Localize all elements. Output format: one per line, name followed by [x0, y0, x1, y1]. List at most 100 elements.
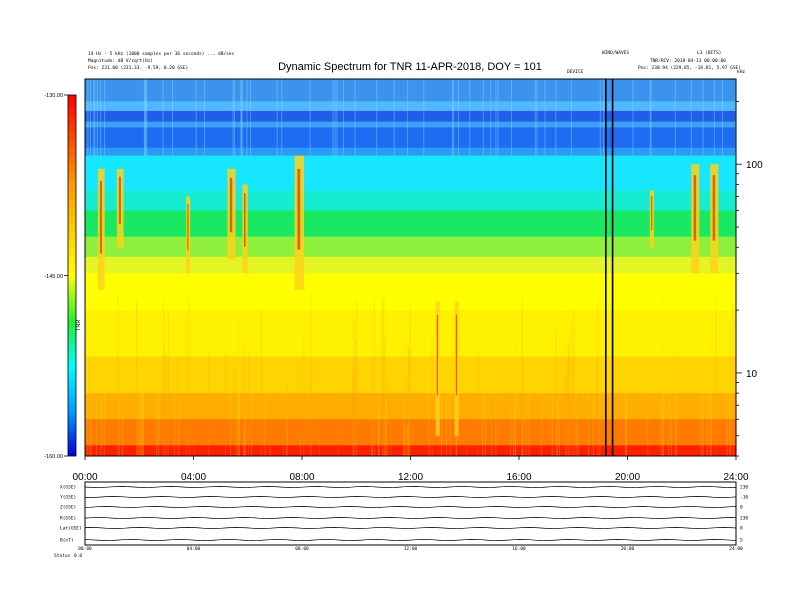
spectrum-streak [336, 79, 338, 156]
spectrum-streak [491, 415, 493, 456]
spectrum-streak [163, 346, 165, 456]
spectrum-streak [260, 310, 262, 456]
spectrum-streak [551, 323, 553, 456]
spectrum-streak [702, 79, 704, 156]
spectrum-streak [145, 79, 147, 156]
spectrum-streak [726, 346, 728, 456]
spectrum-streak [372, 414, 373, 456]
spectrum-streak [309, 79, 311, 156]
spectrum-streak [564, 374, 566, 456]
spectrum-streak [706, 364, 708, 456]
spectrum-streak [482, 79, 484, 156]
chart-title: Dynamic Spectrum for TNR 11-APR-2018, DO… [278, 61, 542, 73]
spectrum-streak [332, 79, 334, 156]
spectrum-streak [95, 309, 97, 456]
spectrum-streak [556, 328, 558, 456]
spectrum-streak [334, 79, 336, 156]
spectrum-streak [250, 79, 252, 156]
spectrum-streak [599, 316, 601, 456]
spectrum-streak [625, 394, 627, 456]
spectrum-streak [522, 371, 524, 456]
spectrum-streak [354, 79, 356, 156]
spectrum-streak [142, 367, 144, 456]
ephemeris-row-label: B(nT) [60, 538, 74, 544]
spectrum-streak [234, 369, 236, 456]
spectrum-streak [497, 79, 499, 156]
spectrum-streak [570, 79, 572, 156]
spectrum-streak [625, 392, 627, 456]
spectrum-streak [89, 358, 91, 456]
spectrum-streak [100, 364, 102, 456]
ephemeris-x-tick-label: 00:00 [78, 546, 92, 552]
header-right-line3: Pos: 230.94 (229.85, -18.81, 5.97 GSE) [638, 65, 741, 71]
spectrum-streak [162, 79, 164, 156]
colorbar-tick-label: -160.00 [44, 454, 63, 460]
x-tick-label: 00:00 [72, 472, 97, 483]
ephemeris-row-value: 230 [740, 516, 748, 522]
status-label: Status [54, 553, 71, 559]
colorbar-label: TNR [76, 320, 82, 331]
spectrum-streak [376, 79, 378, 156]
spectrum-streak [225, 353, 226, 456]
ephemeris-panel: X(GSE) 230 Y(GSE) -10 Z(GSE) 0 R(GSE) 230 Lat(GS… [60, 485, 748, 553]
spectrum-streak [282, 434, 284, 456]
ephemeris-x-tick-label: 20:00 [621, 546, 635, 552]
spectrum-streak [446, 321, 448, 456]
radio-burst-core [187, 204, 189, 251]
x-tick-label: 08:00 [289, 472, 314, 483]
status-value: 0.0 [74, 553, 82, 559]
spectrum-streak [544, 79, 546, 156]
spectrum-streak [136, 297, 138, 456]
spectrum-streak [690, 79, 692, 156]
spectrum-streak [490, 79, 492, 156]
radio-burst-core [297, 169, 301, 250]
spectrum-streak [407, 347, 409, 456]
y-tick-label: 100 [746, 160, 763, 171]
khz-label: kHz [737, 69, 745, 75]
spectrum-streak [632, 79, 634, 156]
spectrum-streak [700, 307, 702, 456]
spectrum-streak [603, 79, 605, 156]
x-tick-label: 24:00 [723, 472, 748, 483]
spectrum-band [85, 79, 736, 102]
spectrum-streak [343, 79, 345, 156]
spectrum-streak [732, 303, 734, 456]
radio-burst-core [693, 175, 697, 241]
x-tick-label: 04:00 [181, 472, 206, 483]
spectrum-streak [675, 327, 677, 456]
spectrum-streak [477, 352, 479, 456]
spectrum-streak [233, 79, 235, 156]
spectrum-streak [662, 295, 664, 456]
spectrum-streak [378, 347, 380, 456]
spectrum-streak [428, 365, 430, 456]
ephemeris-x-tick-label: 08:00 [295, 546, 309, 552]
spectrum-streak [671, 410, 672, 456]
spectrum-streak [511, 79, 513, 156]
spectrum-streak [353, 319, 355, 456]
header-left-line1: 14 Hz - 5 kHz (1000 samples per 36 secon… [88, 51, 235, 57]
spectrum-streak [408, 346, 410, 456]
radio-burst-core [229, 177, 233, 233]
spectrum-streak [597, 298, 599, 456]
radio-burst-core [99, 180, 102, 254]
spectrum-streak [709, 337, 711, 456]
spectrum-streak [484, 334, 486, 456]
spectrum-streak [140, 395, 142, 456]
spectrum-streak [387, 377, 389, 456]
spectrum-streak [178, 399, 180, 456]
spectrum-streak [244, 406, 246, 456]
spectrum-streak [660, 342, 662, 456]
radio-burst-core [118, 176, 121, 224]
spectrum-streak [668, 374, 670, 456]
spectrum-streak [117, 296, 119, 456]
spectrum-streak [90, 79, 92, 156]
spectrum-band [85, 393, 736, 420]
ephemeris-x-tick-label: 04:00 [187, 546, 201, 552]
ephemeris-row-label: X(GSE) [60, 485, 76, 491]
spectrum-band [85, 256, 736, 274]
spectrum-streak [565, 362, 567, 456]
spectrum-band [85, 110, 736, 123]
spectrum-streak [721, 79, 723, 156]
x-tick-label: 12:00 [398, 472, 423, 483]
spectrum-streak [522, 359, 524, 456]
